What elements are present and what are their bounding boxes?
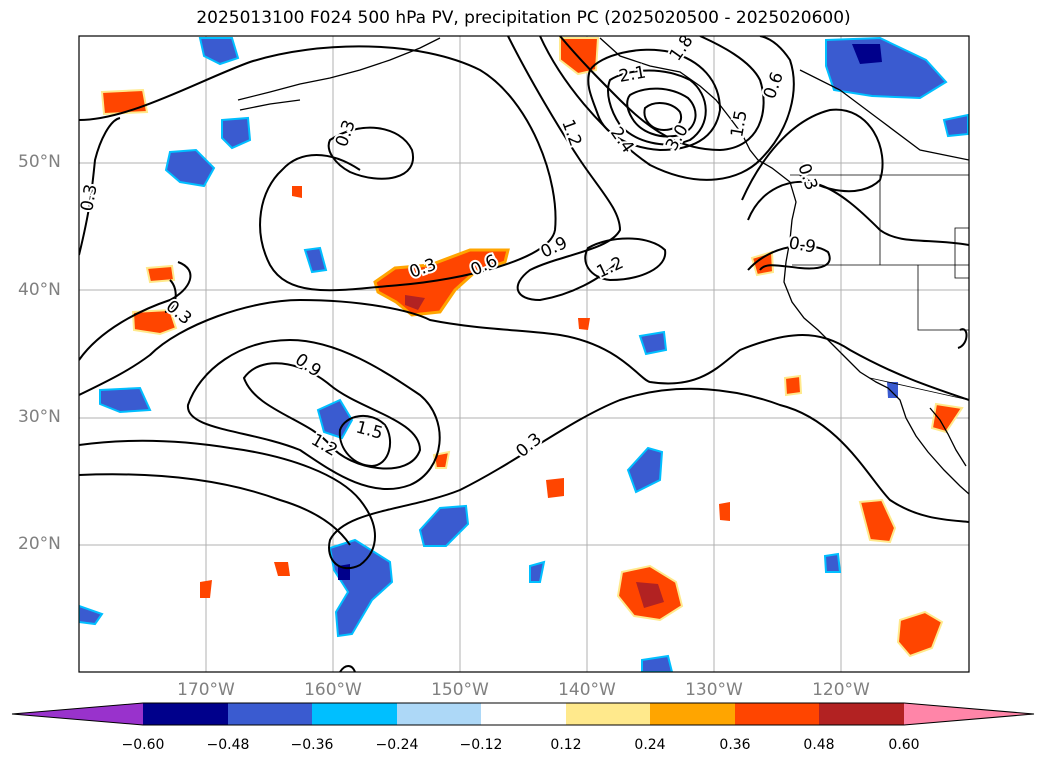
colorbar-tick-label: −0.24 bbox=[375, 737, 419, 753]
lon-label: 130°W bbox=[685, 680, 743, 700]
colorbar-swatch bbox=[650, 703, 735, 725]
lon-label: 170°W bbox=[177, 680, 235, 700]
lon-label: 140°W bbox=[558, 680, 616, 700]
colorbar-outline bbox=[11, 702, 1035, 726]
lon-label: 120°W bbox=[812, 680, 870, 700]
colorbar-swatch bbox=[566, 703, 650, 725]
contour-label: 0.9 bbox=[787, 233, 817, 257]
lat-label: 30°N bbox=[18, 407, 61, 427]
lat-label: 40°N bbox=[18, 280, 61, 300]
contour-label: 0.3 bbox=[77, 183, 101, 213]
colorbar-swatch bbox=[143, 703, 228, 725]
colorbar-tick-label: −0.12 bbox=[459, 737, 503, 753]
precip-negative bbox=[79, 36, 969, 672]
colorbar bbox=[11, 702, 1035, 726]
colorbar-extend-high bbox=[904, 703, 1034, 725]
lat-label: 20°N bbox=[18, 534, 61, 554]
colorbar-tick-label: −0.60 bbox=[121, 737, 165, 753]
colorbar-tick-label: 0.48 bbox=[803, 737, 835, 753]
colorbar-swatch bbox=[312, 703, 397, 725]
gridlines bbox=[79, 36, 969, 672]
colorbar-tick-label: 0.12 bbox=[550, 737, 582, 753]
colorbar-tick-label: 0.36 bbox=[719, 737, 751, 753]
colorbar-swatch bbox=[481, 703, 566, 725]
colorbar-tick-label: −0.48 bbox=[206, 737, 250, 753]
lon-label: 150°W bbox=[431, 680, 489, 700]
colorbar-swatch bbox=[819, 703, 904, 725]
colorbar-extend-low bbox=[12, 703, 143, 725]
map-title: 2025013100 F024 500 hPa PV, precipitatio… bbox=[196, 8, 851, 28]
lon-label: 160°W bbox=[304, 680, 362, 700]
colorbar-swatch bbox=[397, 703, 481, 725]
colorbar-swatch bbox=[735, 703, 819, 725]
precip-positive bbox=[100, 37, 964, 658]
pv-contours bbox=[79, 36, 969, 672]
map-frame bbox=[78, 35, 970, 673]
colorbar-tick-label: 0.60 bbox=[888, 737, 920, 753]
colorbar-tick-label: 0.24 bbox=[634, 737, 666, 753]
lat-label: 50°N bbox=[18, 152, 61, 172]
colorbar-tick-label: −0.36 bbox=[290, 737, 334, 753]
borders bbox=[790, 174, 969, 401]
contour-label: 2.1 bbox=[617, 63, 647, 87]
map-plot-area: 0.3 0.3 0.3 0.3 0.3 0.3 0.6 0.6 0.9 0.9 … bbox=[77, 36, 969, 672]
colorbar-swatch bbox=[228, 703, 312, 725]
